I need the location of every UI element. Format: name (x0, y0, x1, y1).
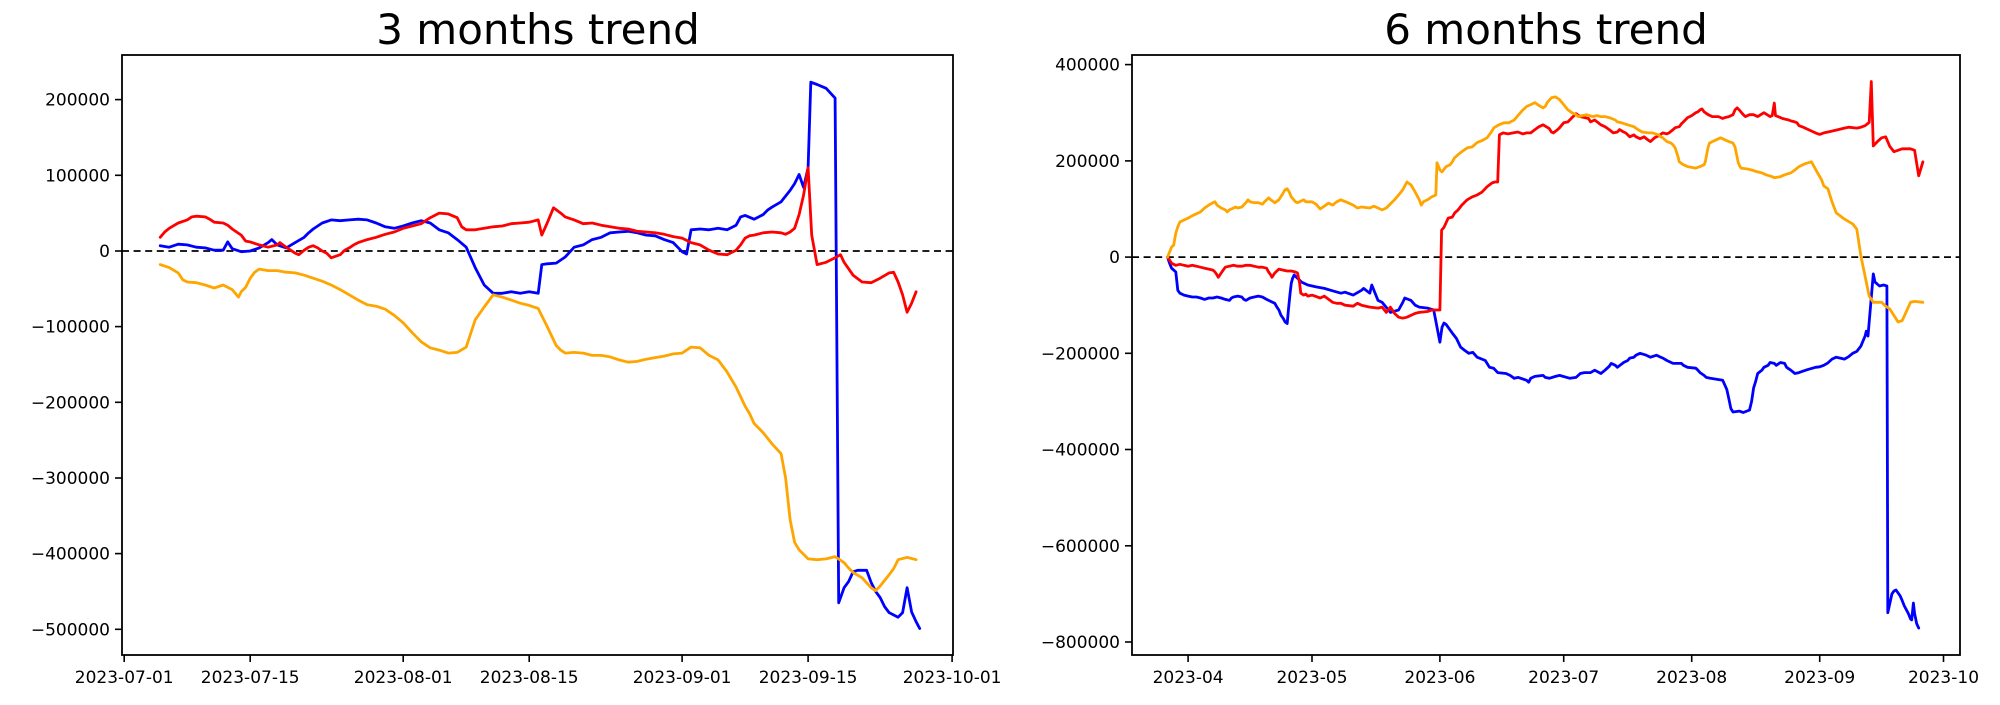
chart-title-3-months: 3 months trend (376, 5, 700, 54)
y-tick-label: −600000 (1041, 537, 1120, 557)
series-line-orange (1166, 95, 1925, 324)
y-tick-label: 0 (1109, 248, 1120, 268)
y-tick-label: 200000 (1055, 152, 1120, 172)
y-tick-label: 100000 (45, 166, 110, 186)
series-line-red (1166, 80, 1925, 320)
y-tick-label: −400000 (31, 545, 110, 565)
series-line-red (158, 166, 918, 314)
series-line-orange (158, 263, 918, 593)
y-tick-label: −300000 (31, 469, 110, 489)
x-tick-label: 2023-04 (1153, 668, 1224, 688)
y-tick-label: −400000 (1041, 441, 1120, 461)
x-tick-label: 2023-05 (1276, 668, 1347, 688)
y-tick-label: −500000 (31, 620, 110, 640)
chart-6-months-trend: 2023-04 2023-05 2023-06 2023-07 2023-08 2023-… (1041, 54, 1979, 688)
x-tick-label: 2023-07-01 (75, 668, 174, 688)
x-tick-label: 2023-09-01 (633, 668, 732, 688)
x-tick-label: 2023-06 (1404, 668, 1475, 688)
series-line-blue (1166, 255, 1921, 630)
series-line-blue (158, 80, 922, 630)
x-tick-label: 2023-09 (1784, 668, 1855, 688)
x-tick-label: 2023-09-15 (759, 668, 858, 688)
chart-title-6-months: 6 months trend (1384, 5, 1708, 54)
y-tick-label: −200000 (31, 393, 110, 413)
plot-frame (1131, 54, 1961, 656)
y-tick-label: −100000 (31, 318, 110, 338)
x-tick-label: 2023-07-15 (201, 668, 300, 688)
x-tick-label: 2023-08 (1656, 668, 1727, 688)
chart-3-months-trend: 2023-07-01 2023-07-15 2023-08-01 2023-08-15… (31, 54, 1002, 688)
x-tick-label: 2023-08-15 (480, 668, 579, 688)
y-tick-label: −800000 (1041, 633, 1120, 653)
y-tick-label: 400000 (1055, 56, 1120, 76)
x-tick-label: 2023-10 (1908, 668, 1979, 688)
y-tick-label: 200000 (45, 91, 110, 111)
y-tick-label: 0 (99, 242, 110, 262)
plot-frame (121, 54, 954, 656)
y-tick-label: −200000 (1041, 344, 1120, 364)
x-tick-label: 2023-10-01 (903, 668, 1002, 688)
x-tick-label: 2023-08-01 (354, 668, 453, 688)
x-tick-label: 2023-07 (1528, 668, 1599, 688)
